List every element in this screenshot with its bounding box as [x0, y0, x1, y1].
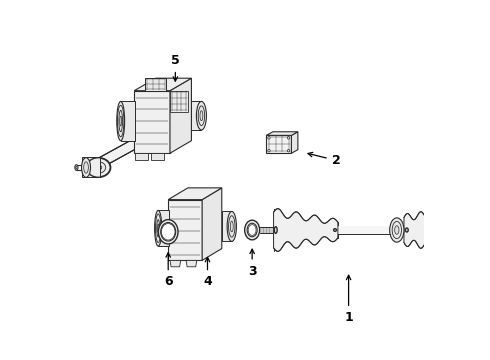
- Ellipse shape: [81, 158, 91, 177]
- Ellipse shape: [75, 165, 78, 170]
- Polygon shape: [273, 209, 338, 251]
- Polygon shape: [158, 210, 169, 246]
- Ellipse shape: [268, 149, 270, 152]
- Ellipse shape: [274, 227, 277, 233]
- Polygon shape: [121, 102, 135, 141]
- Ellipse shape: [230, 221, 233, 232]
- Polygon shape: [186, 260, 197, 267]
- Polygon shape: [168, 188, 222, 200]
- Ellipse shape: [119, 111, 122, 132]
- Ellipse shape: [442, 229, 444, 231]
- Text: 6: 6: [164, 253, 172, 288]
- Ellipse shape: [96, 165, 102, 170]
- Polygon shape: [292, 132, 298, 153]
- Polygon shape: [134, 91, 170, 153]
- Ellipse shape: [405, 228, 408, 232]
- Ellipse shape: [158, 220, 178, 244]
- Ellipse shape: [227, 211, 237, 242]
- Polygon shape: [267, 132, 298, 135]
- Ellipse shape: [75, 166, 77, 169]
- Polygon shape: [134, 78, 192, 91]
- Ellipse shape: [334, 229, 337, 231]
- Polygon shape: [121, 116, 165, 130]
- Ellipse shape: [155, 210, 162, 246]
- Ellipse shape: [287, 149, 290, 152]
- Ellipse shape: [442, 227, 445, 233]
- Polygon shape: [267, 135, 292, 153]
- Ellipse shape: [120, 116, 122, 126]
- Ellipse shape: [200, 111, 203, 121]
- Polygon shape: [135, 153, 148, 160]
- Polygon shape: [170, 91, 188, 112]
- Polygon shape: [338, 226, 395, 234]
- Ellipse shape: [247, 223, 257, 237]
- Polygon shape: [170, 78, 192, 153]
- Ellipse shape: [157, 220, 160, 237]
- Polygon shape: [404, 212, 431, 248]
- Ellipse shape: [390, 218, 404, 242]
- Ellipse shape: [287, 136, 290, 139]
- Text: 2: 2: [308, 152, 341, 167]
- Ellipse shape: [427, 228, 430, 233]
- Ellipse shape: [84, 162, 88, 173]
- Text: 5: 5: [171, 54, 180, 81]
- Ellipse shape: [117, 102, 124, 141]
- Polygon shape: [151, 153, 164, 160]
- Polygon shape: [170, 260, 181, 267]
- Ellipse shape: [92, 162, 106, 173]
- Text: 4: 4: [203, 257, 212, 288]
- Ellipse shape: [161, 222, 176, 241]
- Polygon shape: [168, 200, 202, 260]
- Polygon shape: [93, 122, 169, 170]
- Ellipse shape: [196, 102, 206, 130]
- Ellipse shape: [392, 221, 401, 239]
- Ellipse shape: [268, 136, 270, 139]
- Polygon shape: [202, 188, 222, 260]
- Polygon shape: [222, 211, 232, 242]
- Polygon shape: [82, 157, 100, 177]
- Ellipse shape: [245, 220, 260, 240]
- Ellipse shape: [394, 226, 399, 234]
- Polygon shape: [145, 78, 167, 91]
- Text: 3: 3: [248, 249, 256, 278]
- Ellipse shape: [87, 158, 110, 177]
- Ellipse shape: [157, 224, 159, 233]
- Text: 1: 1: [344, 275, 353, 324]
- Polygon shape: [192, 102, 201, 130]
